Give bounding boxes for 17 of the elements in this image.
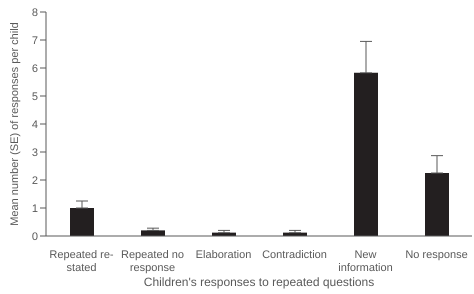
x-tick-label: New information xyxy=(338,249,393,274)
x-tick-label: Repeated no response xyxy=(121,249,184,274)
y-tick-label: 7 xyxy=(32,34,38,47)
x-tick-label: No response xyxy=(405,249,468,261)
y-tick-label: 3 xyxy=(32,146,38,159)
y-tick-label: 0 xyxy=(32,230,38,243)
y-tick-label: 6 xyxy=(32,62,38,75)
y-axis-title: Mean number (SE) of responses per child xyxy=(8,22,21,226)
y-tick-label: 2 xyxy=(32,174,38,187)
x-tick-label: Elaboration xyxy=(196,249,252,261)
y-tick-label: 8 xyxy=(32,6,38,19)
x-axis-title: Children's responses to repeated questions xyxy=(144,275,374,289)
x-tick-label: Repeated re-stated xyxy=(49,249,114,274)
y-tick-label: 5 xyxy=(32,90,38,103)
y-tick-label: 4 xyxy=(32,118,38,131)
x-tick-label: Contradiction xyxy=(262,249,327,261)
y-tick-label: 1 xyxy=(32,202,38,215)
